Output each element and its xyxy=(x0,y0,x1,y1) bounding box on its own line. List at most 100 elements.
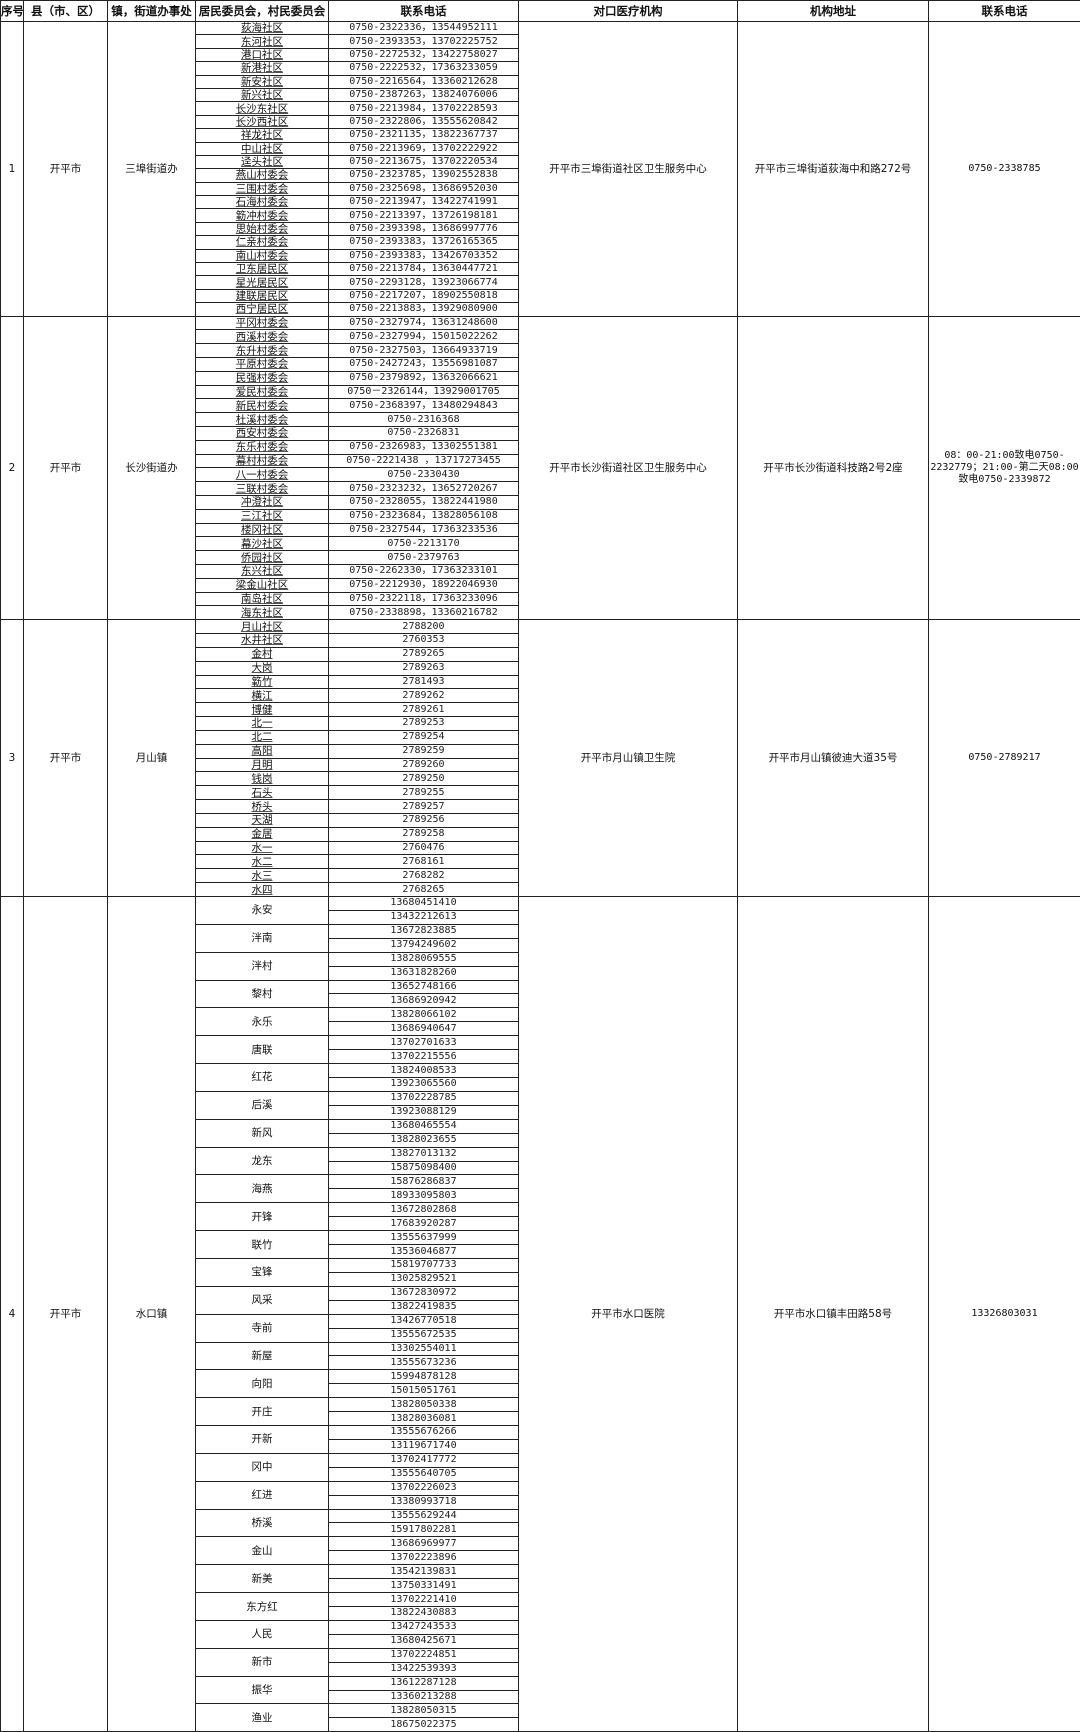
village-phone: 13828023655 xyxy=(328,1132,519,1148)
village-phone: 13686920942 xyxy=(328,993,519,1009)
table-row: 三围村委会 0750-2325698，13686952030 xyxy=(1,181,1080,197)
committee-phone: 2789262 xyxy=(328,688,519,704)
village-phone: 13426770518 xyxy=(328,1313,519,1329)
committee-phone: 0750-2216564，13360212628 xyxy=(328,74,519,89)
committee-name: 簕竹 xyxy=(195,674,329,690)
committee-phone: 2789253 xyxy=(328,716,519,731)
village-phone: 13555637999 xyxy=(328,1230,519,1246)
table-row: 幕村村委会 0750-2221438 ，13717273455 xyxy=(1,453,1080,469)
committee-name: 石头 xyxy=(195,785,329,801)
committee-name: 仁亲村委会 xyxy=(195,235,329,250)
committee-name: 新民村委会 xyxy=(195,398,329,414)
village-phone: 13025829521 xyxy=(328,1271,519,1287)
committee-name: 平冈村委会 xyxy=(195,315,329,331)
village-name: 开锋 xyxy=(195,1202,329,1232)
institution-address: 开平市三埠街道荻海中和路272号 xyxy=(737,21,929,317)
table-row: 开锋 13672802868 xyxy=(1,1202,1080,1232)
committee-phone: 0750-2272532，13422758027 xyxy=(328,47,519,63)
table-row: 后溪 13702228785 xyxy=(1,1090,1080,1120)
committee-phone: 0750-2330430 xyxy=(328,467,519,483)
committee-phone: 0750-2327994，15015022262 xyxy=(328,329,519,345)
committee-phone: 2760476 xyxy=(328,840,519,856)
committee-name: 月明 xyxy=(195,757,329,773)
table-row: 振华 13612287128 xyxy=(1,1675,1080,1705)
header-institution: 对口医疗机构 xyxy=(518,0,738,22)
table-row: 新屋 13302554011 xyxy=(1,1341,1080,1371)
committee-phone: 2788200 xyxy=(328,619,519,634)
committee-phone: 0750-2322336，13544952111 xyxy=(328,20,519,36)
village-name: 新屋 xyxy=(195,1341,329,1371)
village-phone: 13702224851 xyxy=(328,1647,519,1663)
committee-phone: 0750-2387263，13824076006 xyxy=(328,87,519,103)
table-row: 石头 2789255 xyxy=(1,785,1080,801)
committee-phone: 2789254 xyxy=(328,729,519,745)
committee-phone: 0750-2213170 xyxy=(328,536,519,552)
committee-phone: 0750-2327974，13631248600 xyxy=(328,315,519,331)
village-name: 红花 xyxy=(195,1063,329,1092)
table-row: 水三 2768282 xyxy=(1,868,1080,884)
table-row: 1 开平市 三埠街道办 荻海社区 0750-2322336，13544952111 开平市… xyxy=(0,20,1080,317)
table-row: 横江 2789262 xyxy=(1,688,1080,704)
committee-phone: 0750-2393383，13726165365 xyxy=(328,235,519,250)
table-row: 金山 13686969977 xyxy=(1,1536,1080,1566)
table-row: 海燕 15876286837 xyxy=(1,1174,1080,1204)
village-phone: 15917802281 xyxy=(328,1522,519,1538)
committee-name: 中山社区 xyxy=(195,141,329,156)
village-name: 东方红 xyxy=(195,1592,329,1621)
table-row: 开庄 13828050338 xyxy=(1,1397,1080,1427)
table-row: 卫东居民区 0750-2213784，13630447721 xyxy=(1,262,1080,277)
institution-name: 开平市水口医院 xyxy=(518,895,738,1732)
committee-phone: 0750-2213784，13630447721 xyxy=(328,262,519,277)
village-phone: 13555673236 xyxy=(328,1355,519,1371)
committee-name: 杜溪村委会 xyxy=(195,412,329,427)
committee-phone: 2781493 xyxy=(328,674,519,690)
committee-phone: 2789260 xyxy=(328,757,519,773)
village-phone: 13702417772 xyxy=(328,1452,519,1468)
table-row: 新安社区 0750-2216564，13360212628 xyxy=(1,74,1080,89)
committee-name: 民强村委会 xyxy=(195,370,329,386)
committee-name: 梁金山社区 xyxy=(195,577,329,593)
village-phone: 13794249602 xyxy=(328,937,519,953)
village-name: 海燕 xyxy=(195,1174,329,1204)
committee-phone: 0750-2325698，13686952030 xyxy=(328,181,519,197)
village-phone: 13702223896 xyxy=(328,1550,519,1566)
committee-name: 星光居民区 xyxy=(195,275,329,290)
village-phone: 13828066102 xyxy=(328,1007,519,1023)
committee-phone: 0750-2393353，13702225752 xyxy=(328,34,519,49)
institution-name: 开平市长沙街道社区卫生服务中心 xyxy=(518,315,738,621)
committee-name: 卫东居民区 xyxy=(195,262,329,277)
committee-name: 八一村委会 xyxy=(195,467,329,483)
village-phone: 13427243533 xyxy=(328,1619,519,1635)
table-body: 1 开平市 三埠街道办 荻海社区 0750-2322336，13544952111 开平市… xyxy=(0,20,1080,1732)
committee-name: 天湖 xyxy=(195,812,329,828)
village-phone: 13302554011 xyxy=(328,1341,519,1357)
table-row: 三联村委会 0750-2323232，13652720267 xyxy=(1,481,1080,496)
village-name: 向阳 xyxy=(195,1369,329,1399)
table-row: 燕山村委会 0750-2323785，13902552838 xyxy=(1,168,1080,183)
village-phone: 13828036081 xyxy=(328,1411,519,1427)
table-row: 4 开平市 水口镇 永安 13680451410 开平市水口医院 开平市水口镇丰田路58号 1… xyxy=(0,895,1080,1732)
committee-name: 钱岗 xyxy=(195,771,329,787)
village-phone: 13432212613 xyxy=(328,909,519,925)
committee-name: 思始村委会 xyxy=(195,221,329,237)
section-number: 3 xyxy=(0,619,24,897)
committee-phone: 2789259 xyxy=(328,743,519,759)
village-name: 新风 xyxy=(195,1118,329,1148)
committee-phone: 2789257 xyxy=(328,799,519,814)
village-phone: 17683920287 xyxy=(328,1216,519,1232)
town-name: 长沙街道办 xyxy=(107,315,196,621)
county-name: 开平市 xyxy=(23,315,108,621)
institution-phone: 0750-2789217 xyxy=(928,619,1080,897)
table-row: 红进 13702226023 xyxy=(1,1480,1080,1510)
village-name: 寺前 xyxy=(195,1313,329,1343)
table-row: 人民 13427243533 xyxy=(1,1619,1080,1649)
institution-address: 开平市长沙街道科技路2号2座 xyxy=(737,315,929,621)
table-row: 泮村 13828069555 xyxy=(1,951,1080,981)
village-name: 永乐 xyxy=(195,1007,329,1037)
village-name: 风采 xyxy=(195,1285,329,1315)
committee-phone: 0750-2213397，13726198181 xyxy=(328,208,519,223)
table-row: 南岛社区 0750-2322118，17363233096 xyxy=(1,591,1080,607)
table-row: 长沙东社区 0750-2213984，13702228593 xyxy=(1,101,1080,116)
committee-name: 东升村委会 xyxy=(195,343,329,358)
